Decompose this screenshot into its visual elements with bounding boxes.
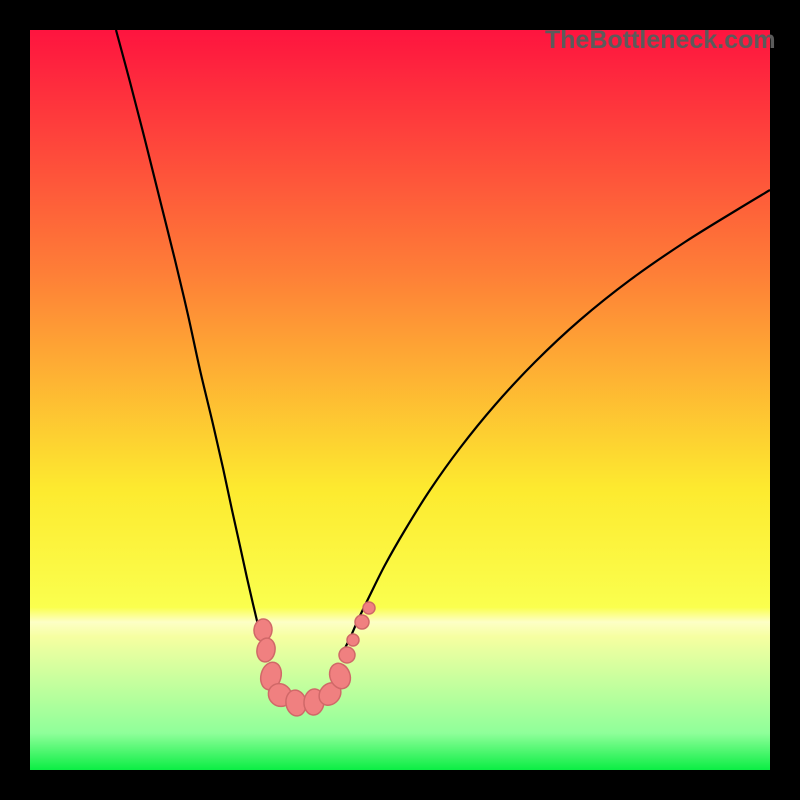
bead bbox=[339, 647, 355, 663]
watermark-text: TheBottleneck.com bbox=[545, 26, 776, 55]
bead bbox=[363, 602, 375, 614]
bottleneck-chart bbox=[0, 0, 800, 800]
bead bbox=[347, 634, 359, 646]
bead bbox=[355, 615, 369, 629]
gradient-background bbox=[30, 30, 770, 770]
